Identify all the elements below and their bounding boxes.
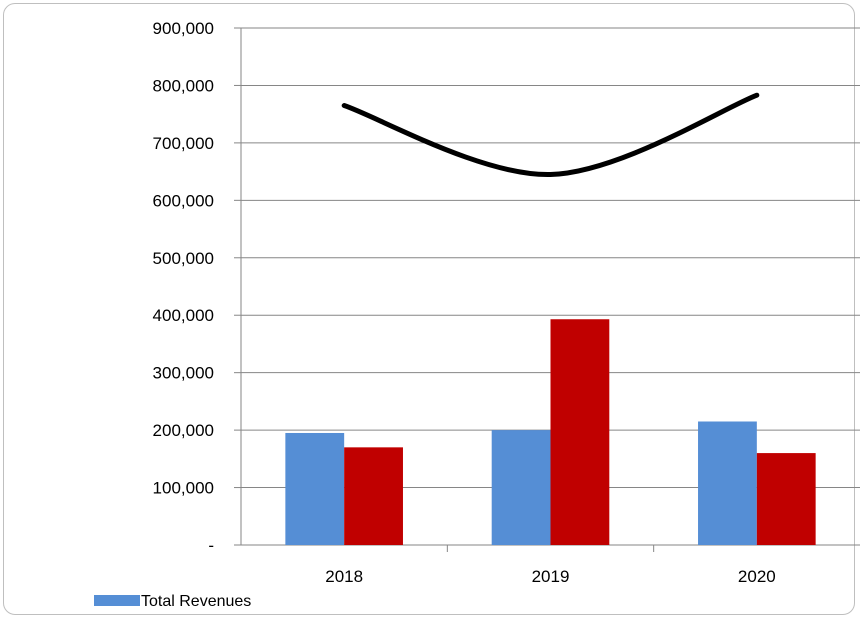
x-tick-label-2020: 2020 — [738, 567, 776, 586]
y-tick-label: 300,000 — [153, 364, 214, 383]
x-tick-label-2019: 2019 — [532, 567, 570, 586]
y-tick-label: 900,000 — [153, 19, 214, 38]
legend: Total Revenues — [94, 593, 251, 610]
tick-labels: - 100,000 200,000 300,000 400,000 500,000 600,… — [153, 19, 776, 586]
bar-series-2-2018 — [344, 447, 403, 545]
bar-series-1-2018 — [285, 432, 345, 545]
y-tick-label: 700,000 — [153, 134, 214, 153]
legend-label: Total Revenues — [141, 593, 251, 610]
x-tick-label-2018: 2018 — [325, 567, 363, 586]
y-tick-label: 500,000 — [153, 249, 214, 268]
bars — [285, 319, 816, 545]
legend-swatch — [94, 595, 140, 606]
y-tick-label: 600,000 — [153, 191, 214, 210]
y-tick-label: 200,000 — [153, 421, 214, 440]
bar-series-2-2019 — [550, 319, 610, 545]
y-tick-label: 800,000 — [153, 76, 214, 95]
bar-series-2-2020 — [756, 453, 816, 545]
line-series-1 — [341, 92, 760, 177]
line-series — [341, 92, 760, 177]
y-tick-label: - — [208, 536, 214, 555]
bar-series-1-2020 — [698, 421, 757, 545]
y-tick-label: 100,000 — [153, 479, 214, 498]
bar-series-1-2019 — [491, 430, 551, 545]
y-tick-label: 400,000 — [153, 306, 214, 325]
chart-frame — [3, 3, 855, 615]
